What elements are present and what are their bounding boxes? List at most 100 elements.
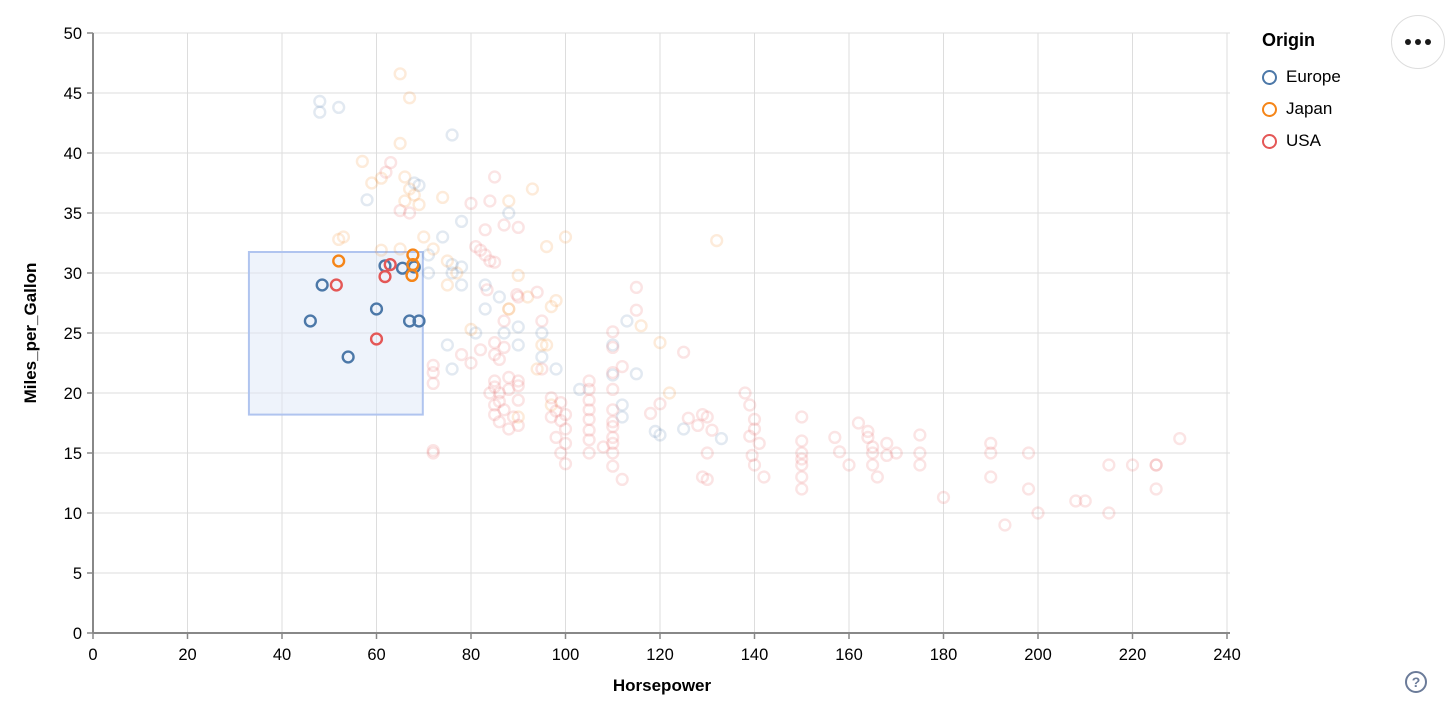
- data-point-japan: [502, 302, 516, 316]
- x-tick-label: 80: [462, 646, 480, 664]
- data-point-usa: [530, 285, 544, 299]
- data-point-europe: [407, 176, 421, 190]
- data-point-europe: [445, 258, 459, 272]
- data-point-europe: [615, 398, 629, 412]
- data-point-usa: [393, 204, 407, 218]
- legend-item-usa[interactable]: USA: [1262, 125, 1341, 157]
- x-tick-label: 140: [741, 646, 769, 664]
- data-point-japan: [440, 254, 454, 268]
- data-point-japan: [398, 194, 412, 208]
- legend-ring-icon: [1262, 69, 1277, 85]
- data-point-japan: [544, 398, 558, 412]
- y-tick-label: 35: [64, 205, 82, 223]
- data-point-usa: [558, 408, 573, 422]
- legend-item-japan[interactable]: Japan: [1262, 93, 1341, 125]
- selected-data-point-europe: [369, 302, 384, 316]
- data-point-japan: [374, 243, 388, 257]
- data-point-usa: [936, 490, 951, 505]
- menu-dot-icon: [1405, 39, 1411, 45]
- data-point-usa: [582, 423, 596, 437]
- data-point-europe: [421, 266, 436, 280]
- data-point-usa: [1031, 506, 1045, 520]
- x-tick-label: 40: [273, 646, 291, 664]
- data-point-usa: [629, 280, 643, 295]
- data-point-usa: [497, 403, 511, 417]
- y-tick-label: 5: [73, 565, 82, 583]
- legend-item-europe[interactable]: Europe: [1262, 61, 1341, 93]
- x-tick-label: 160: [835, 646, 863, 664]
- selected-data-point-japan: [405, 268, 419, 283]
- data-point-usa: [511, 290, 525, 304]
- x-tick-label: 0: [88, 646, 97, 664]
- legend-item-label: Japan: [1286, 99, 1333, 118]
- data-point-usa: [384, 156, 398, 170]
- data-point-usa: [795, 482, 809, 496]
- data-point-usa: [492, 352, 506, 367]
- brush-selection[interactable]: [247, 251, 424, 416]
- data-point-usa: [700, 472, 714, 487]
- data-point-usa: [1102, 506, 1116, 520]
- data-point-europe: [454, 214, 469, 229]
- menu-dot-icon: [1415, 39, 1421, 45]
- data-point-usa: [554, 396, 568, 410]
- data-point-japan: [426, 242, 440, 256]
- data-point-usa: [554, 446, 568, 460]
- data-point-usa: [606, 420, 620, 434]
- legend-item-label: Europe: [1286, 67, 1341, 86]
- y-tick-label: 15: [64, 445, 82, 463]
- data-point-japan: [365, 176, 379, 190]
- data-point-usa: [1021, 446, 1036, 460]
- data-point-japan: [525, 182, 540, 196]
- data-point-usa: [880, 448, 894, 463]
- y-tick-label: 30: [64, 265, 82, 283]
- data-point-usa: [582, 412, 596, 427]
- data-point-japan: [539, 240, 554, 254]
- y-tick-label: 45: [64, 85, 82, 103]
- data-point-usa: [549, 404, 563, 418]
- data-point-japan: [440, 278, 454, 292]
- actions-menu-button[interactable]: [1391, 15, 1445, 69]
- data-point-usa: [483, 194, 497, 208]
- data-point-japan: [544, 300, 558, 314]
- data-point-usa: [488, 374, 502, 388]
- data-point-usa: [488, 336, 502, 350]
- data-point-usa: [464, 356, 478, 370]
- data-point-usa: [984, 446, 998, 460]
- data-point-usa: [497, 340, 511, 355]
- data-point-usa: [606, 430, 620, 445]
- data-point-europe: [620, 314, 634, 328]
- data-point-japan: [417, 230, 431, 244]
- data-point-usa: [747, 412, 762, 427]
- data-point-usa: [558, 457, 573, 471]
- data-point-usa: [558, 422, 573, 436]
- data-point-europe: [436, 230, 450, 244]
- data-point-usa: [998, 518, 1012, 532]
- data-point-japan: [393, 242, 407, 256]
- data-point-usa: [544, 410, 558, 424]
- selected-data-point-europe: [412, 314, 426, 328]
- data-point-usa: [606, 325, 620, 339]
- data-point-europe: [615, 410, 629, 424]
- data-point-europe: [648, 424, 662, 439]
- data-point-usa: [478, 223, 492, 237]
- data-point-usa: [596, 440, 610, 454]
- data-point-usa: [549, 430, 563, 445]
- data-point-europe: [412, 178, 426, 193]
- help-button[interactable]: ?: [1405, 671, 1427, 693]
- data-point-usa: [695, 470, 710, 484]
- data-point-europe: [497, 326, 511, 340]
- data-point-usa: [984, 436, 998, 451]
- selected-data-point-usa: [378, 270, 392, 284]
- y-tick-label: 25: [64, 325, 82, 343]
- data-point-usa: [497, 314, 511, 328]
- data-point-europe: [445, 128, 459, 142]
- data-point-usa: [464, 196, 478, 211]
- data-point-usa: [643, 406, 658, 421]
- x-tick-label: 120: [646, 646, 674, 664]
- data-point-usa: [558, 436, 573, 451]
- data-point-japan: [402, 182, 417, 196]
- data-point-usa: [511, 374, 525, 388]
- data-point-japan: [464, 322, 478, 337]
- data-point-usa: [1149, 458, 1163, 472]
